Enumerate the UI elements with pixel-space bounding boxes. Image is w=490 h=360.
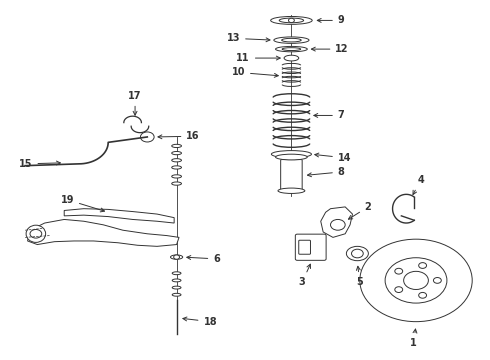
Circle shape bbox=[434, 278, 441, 283]
Circle shape bbox=[395, 287, 403, 293]
Ellipse shape bbox=[172, 293, 181, 296]
Text: 19: 19 bbox=[60, 195, 104, 212]
Text: 6: 6 bbox=[187, 254, 220, 264]
Ellipse shape bbox=[346, 246, 368, 261]
Text: 18: 18 bbox=[183, 317, 217, 327]
Text: 13: 13 bbox=[226, 33, 270, 43]
Circle shape bbox=[360, 239, 472, 321]
Ellipse shape bbox=[279, 18, 304, 23]
Ellipse shape bbox=[172, 182, 181, 185]
Circle shape bbox=[289, 18, 294, 23]
Polygon shape bbox=[321, 207, 352, 237]
Circle shape bbox=[418, 292, 427, 298]
Ellipse shape bbox=[172, 175, 181, 178]
Circle shape bbox=[395, 268, 403, 274]
Circle shape bbox=[30, 229, 42, 238]
Ellipse shape bbox=[275, 46, 307, 52]
Ellipse shape bbox=[172, 272, 181, 275]
Text: 12: 12 bbox=[312, 44, 349, 54]
Ellipse shape bbox=[270, 17, 312, 24]
Text: 10: 10 bbox=[231, 67, 278, 77]
Circle shape bbox=[141, 132, 154, 142]
Ellipse shape bbox=[274, 37, 309, 43]
Text: 16: 16 bbox=[158, 131, 200, 141]
Text: 2: 2 bbox=[348, 202, 371, 219]
Text: 1: 1 bbox=[410, 329, 417, 348]
Text: 15: 15 bbox=[19, 159, 60, 169]
Circle shape bbox=[385, 258, 447, 303]
Text: 14: 14 bbox=[315, 153, 351, 163]
Circle shape bbox=[404, 271, 428, 289]
Ellipse shape bbox=[271, 150, 312, 158]
Text: 4: 4 bbox=[413, 175, 424, 194]
Ellipse shape bbox=[172, 159, 181, 162]
Circle shape bbox=[351, 249, 363, 258]
Text: 5: 5 bbox=[356, 266, 363, 287]
Ellipse shape bbox=[282, 48, 301, 50]
FancyBboxPatch shape bbox=[281, 159, 302, 192]
Text: 11: 11 bbox=[236, 53, 280, 63]
Ellipse shape bbox=[278, 188, 305, 193]
Ellipse shape bbox=[282, 39, 301, 42]
Ellipse shape bbox=[172, 152, 181, 155]
Text: 3: 3 bbox=[299, 264, 311, 287]
Ellipse shape bbox=[172, 279, 181, 282]
Text: 8: 8 bbox=[308, 167, 344, 177]
Ellipse shape bbox=[172, 286, 181, 289]
Ellipse shape bbox=[171, 255, 183, 259]
Ellipse shape bbox=[284, 55, 299, 61]
Ellipse shape bbox=[26, 225, 46, 242]
Ellipse shape bbox=[172, 144, 181, 148]
Circle shape bbox=[331, 220, 345, 230]
Text: 17: 17 bbox=[128, 91, 142, 115]
Polygon shape bbox=[27, 220, 179, 246]
FancyBboxPatch shape bbox=[295, 234, 326, 260]
Text: 9: 9 bbox=[317, 15, 344, 26]
Circle shape bbox=[173, 255, 179, 259]
Ellipse shape bbox=[172, 166, 181, 169]
Ellipse shape bbox=[275, 154, 307, 160]
Circle shape bbox=[418, 262, 427, 269]
FancyBboxPatch shape bbox=[299, 240, 311, 254]
Polygon shape bbox=[64, 209, 174, 223]
Text: 7: 7 bbox=[314, 111, 344, 121]
